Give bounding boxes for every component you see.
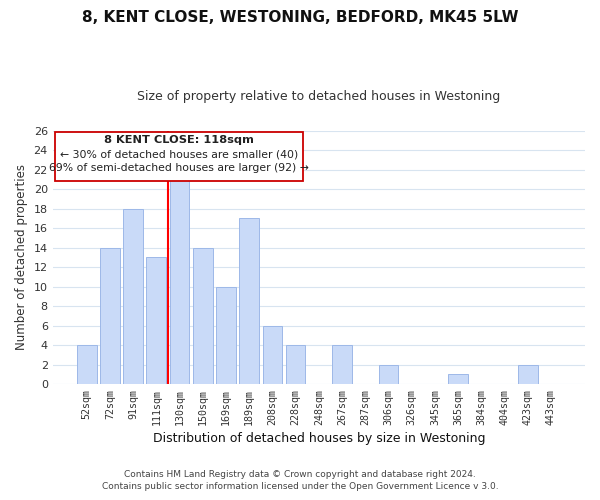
Bar [216, 286, 236, 384]
Bar [146, 258, 166, 384]
Bar [239, 218, 259, 384]
Bar [518, 364, 538, 384]
Bar [123, 208, 143, 384]
Bar [448, 374, 468, 384]
Text: Contains HM Land Registry data © Crown copyright and database right 2024.: Contains HM Land Registry data © Crown c… [124, 470, 476, 479]
Bar [332, 345, 352, 384]
Text: ← 30% of detached houses are smaller (40): ← 30% of detached houses are smaller (40… [60, 150, 298, 160]
Text: 69% of semi-detached houses are larger (92) →: 69% of semi-detached houses are larger (… [49, 163, 309, 173]
Y-axis label: Number of detached properties: Number of detached properties [15, 164, 28, 350]
Bar [286, 345, 305, 384]
Text: 8 KENT CLOSE: 118sqm: 8 KENT CLOSE: 118sqm [104, 136, 254, 145]
Bar [193, 248, 212, 384]
Title: Size of property relative to detached houses in Westoning: Size of property relative to detached ho… [137, 90, 500, 103]
Bar [100, 248, 120, 384]
Bar [170, 180, 190, 384]
Bar [77, 345, 97, 384]
Text: 8, KENT CLOSE, WESTONING, BEDFORD, MK45 5LW: 8, KENT CLOSE, WESTONING, BEDFORD, MK45 … [82, 10, 518, 25]
X-axis label: Distribution of detached houses by size in Westoning: Distribution of detached houses by size … [152, 432, 485, 445]
Bar [379, 364, 398, 384]
Bar [263, 326, 282, 384]
Text: Contains public sector information licensed under the Open Government Licence v : Contains public sector information licen… [101, 482, 499, 491]
